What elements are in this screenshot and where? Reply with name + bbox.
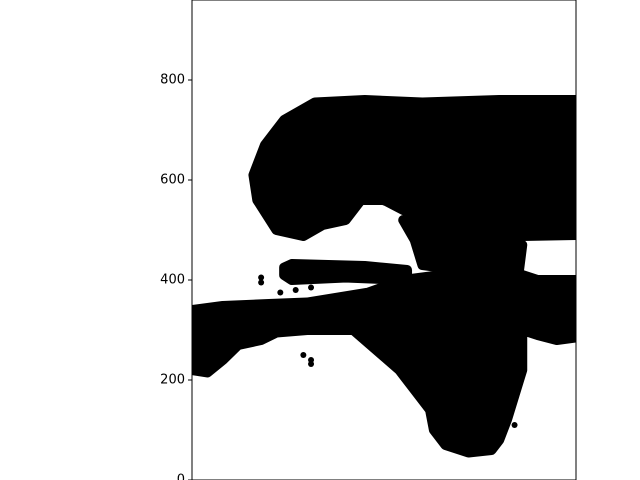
scatter-point: [430, 247, 437, 253]
point-cloud-upper-arm: [279, 259, 413, 285]
y-tick-label: 400: [160, 273, 185, 288]
y-tick-label: 200: [160, 373, 185, 388]
scatter-point: [396, 197, 403, 203]
axes-frame: [191, 0, 577, 480]
y-axis: 0 200 400 600 800: [160, 73, 192, 480]
point-cloud-neck: [398, 215, 528, 280]
scatter-point: [507, 407, 514, 413]
scatter-point: [308, 361, 315, 367]
scatter-point: [511, 397, 518, 403]
scatter-point: [308, 284, 315, 291]
point-cloud-right-spur: [532, 289, 576, 309]
scatter-point: [300, 352, 307, 358]
y-tick-label: 800: [160, 73, 185, 88]
plot-area: [192, 95, 576, 458]
scatter-point: [258, 274, 265, 281]
scatter-point: [427, 242, 434, 248]
scatter-point: [258, 279, 265, 286]
y-tick-label: 600: [160, 173, 185, 188]
scatter-point: [381, 199, 387, 206]
y-tick-label: 0: [177, 473, 185, 480]
scatter-point: [292, 287, 299, 293]
point-cloud-body-and-leg: [192, 265, 576, 458]
scatter-point: [511, 422, 518, 428]
scatter-point: [277, 289, 284, 296]
